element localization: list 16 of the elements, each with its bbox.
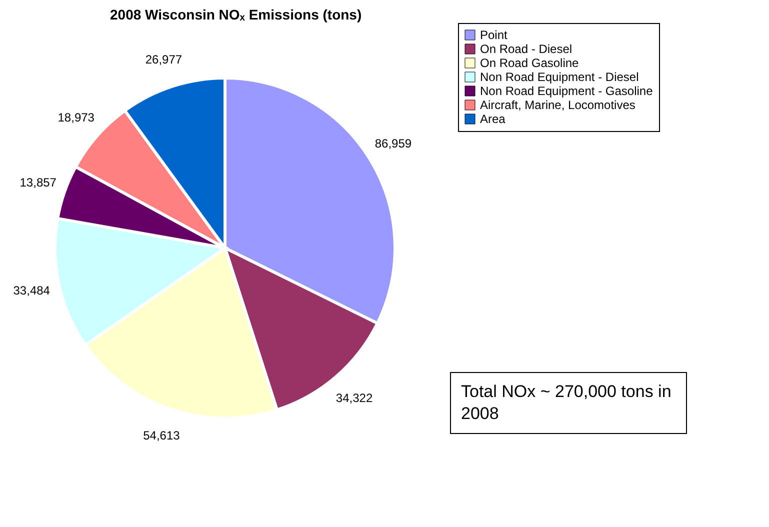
data-label: 86,959 [374, 136, 412, 151]
legend-label: Point [480, 28, 508, 42]
data-label: 13,857 [20, 176, 57, 190]
data-label: 33,484 [13, 283, 50, 298]
data-label: 34,322 [336, 390, 373, 405]
legend-label: On Road Gasoline [480, 56, 580, 70]
legend-label: On Road - Diesel [480, 42, 572, 56]
legend-label: Non Road Equipment - Diesel [480, 70, 639, 84]
data-label: 54,613 [143, 428, 180, 443]
chart-title: 2008 Wisconsin NOₓ Emissions (tons) [110, 6, 362, 22]
data-label: 18,973 [58, 110, 95, 124]
legend-label: Area [480, 112, 506, 126]
data-label: 26,977 [145, 52, 182, 67]
legend-label: Non Road Equipment - Gasoline [480, 84, 654, 98]
legend-label: Aircraft, Marine, Locomotives [480, 98, 636, 112]
text: Total NOx ~ 270,000 tons in 2008 [461, 381, 672, 425]
